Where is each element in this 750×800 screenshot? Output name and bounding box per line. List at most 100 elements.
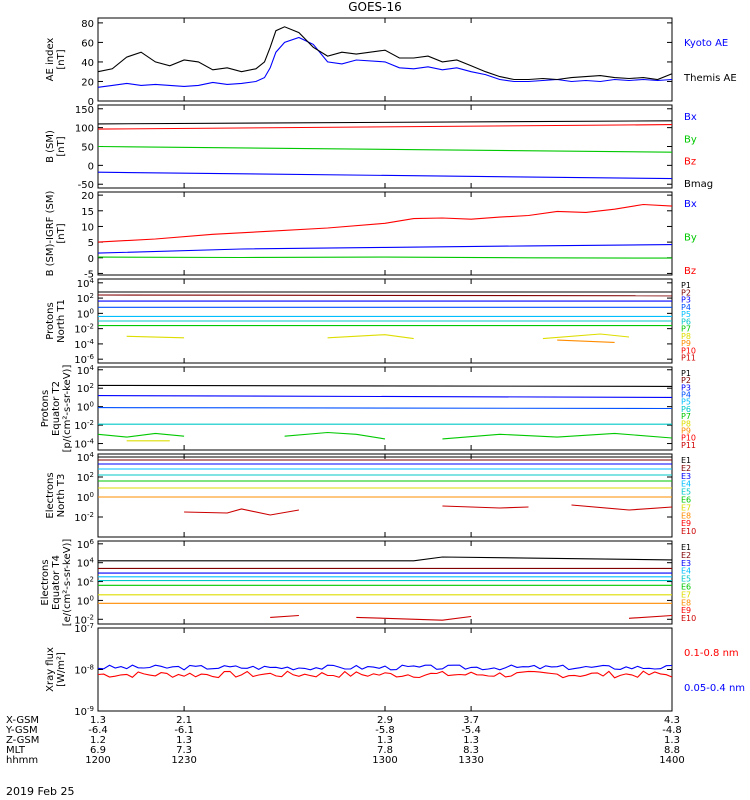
y-axis-label: Protons	[40, 390, 51, 427]
x-tick-label: -5.8	[375, 725, 395, 736]
page-title: GOES-16	[348, 0, 402, 14]
y-tick-label: 50	[81, 143, 94, 154]
y-tick-label: 100	[75, 124, 94, 135]
y-tick-label: 0	[88, 161, 94, 172]
y-tick-label: 100	[77, 307, 94, 320]
y-tick-label: 104	[77, 451, 95, 464]
x-tick-label: 1.3	[463, 735, 479, 746]
x-tick-label: 1.3	[664, 735, 680, 746]
series-line	[97, 244, 673, 254]
x-tick-label: 8.8	[664, 745, 680, 756]
legend-entry: P1	[681, 369, 691, 378]
legend-entry: P3	[681, 383, 691, 392]
x-tick-label: -4.8	[662, 725, 682, 736]
legend-entry: E2	[681, 551, 691, 560]
legend-entry: P11	[681, 354, 696, 363]
y-tick-label: 10-2	[74, 511, 94, 524]
legend-entry: E10	[681, 614, 696, 623]
legend-entry: 0.1-0.8 nm	[684, 648, 739, 659]
y-axis-label: B (SM)-IGRF (SM)	[45, 191, 56, 277]
x-tick-label: 1.3	[90, 715, 106, 726]
y-axis-label: Equator T4	[51, 555, 62, 610]
legend-entry: E1	[681, 456, 691, 465]
axis-row-label: hhmm	[6, 755, 38, 766]
y-axis-label: Electrons	[45, 472, 56, 518]
y-axis-label: Electrons	[40, 559, 51, 605]
legend-entry: P6	[681, 405, 691, 414]
x-tick-label: -6.4	[88, 725, 108, 736]
legend-entry: P9	[681, 426, 691, 435]
y-tick-label: 10-8	[74, 664, 94, 677]
legend-entry: P7	[681, 325, 691, 334]
legend-entry: P9	[681, 339, 691, 348]
series-line	[97, 256, 673, 259]
y-tick-label: 20	[81, 191, 94, 202]
y-tick-label: 104	[77, 277, 95, 290]
axis-row-label: X-GSM	[6, 715, 39, 726]
x-tick-label: 6.9	[90, 745, 106, 756]
y-tick-label: 0	[88, 254, 94, 265]
axis-row-label: Y-GSM	[5, 725, 38, 736]
series-line	[97, 395, 673, 398]
legend-entry: P5	[681, 398, 691, 407]
axis-row-label: MLT	[6, 745, 26, 756]
legend-entry: E6	[681, 496, 691, 505]
y-axis-label: [nT]	[56, 136, 67, 156]
legend-entry: P1	[681, 281, 691, 290]
series-line	[327, 334, 414, 340]
y-tick-label: 102	[77, 292, 94, 305]
series-line	[97, 407, 673, 410]
series-line	[442, 432, 673, 440]
x-tick-label: 4.3	[664, 715, 680, 726]
legend-entry: P10	[681, 346, 696, 355]
legend-entry: E2	[681, 464, 691, 473]
y-tick-label: 100	[77, 491, 94, 504]
series-line	[97, 145, 673, 153]
x-tick-label: 1.2	[90, 735, 106, 746]
x-tick-label: 1200	[85, 755, 110, 766]
y-axis-label: North T1	[56, 299, 67, 343]
axis-row-label: Z-GSM	[6, 735, 39, 746]
legend-entry: P3	[681, 296, 691, 305]
legend-entry: Bmag	[684, 179, 713, 190]
legend-entry: E5	[681, 575, 691, 584]
y-tick-label: 10	[81, 222, 94, 233]
series-line	[98, 556, 673, 562]
y-tick-label: 10-4	[74, 338, 94, 351]
series-line	[97, 203, 673, 243]
legend-entry: P5	[681, 310, 691, 319]
series-line	[557, 339, 615, 343]
x-tick-label: 2.1	[176, 715, 192, 726]
legend-entry: E1	[681, 543, 691, 552]
series-line	[184, 508, 299, 516]
y-axis-label: [e/(cm²-s-sr-keV)]	[62, 539, 73, 627]
legend-entry: E7	[681, 590, 691, 599]
legend-entry: P8	[681, 332, 691, 341]
legend-entry: Bz	[684, 157, 696, 168]
y-axis-label: Protons	[45, 302, 56, 339]
y-tick-label: 60	[81, 38, 94, 49]
y-axis-label: AE index	[45, 38, 56, 82]
legend-entry: Bx	[684, 199, 697, 210]
series-line	[126, 335, 185, 339]
legend-entry: P11	[681, 441, 696, 450]
legend-entry: P4	[681, 391, 691, 400]
y-axis-label: B (SM)	[45, 130, 56, 163]
x-tick-label: 1400	[659, 755, 684, 766]
series-line	[97, 384, 673, 387]
y-tick-label: 10-2	[74, 323, 94, 336]
y-tick-label: 20	[81, 77, 94, 88]
y-tick-label: 10-2	[74, 419, 94, 432]
legend-entry: P7	[681, 412, 691, 421]
legend-entry: Bz	[684, 266, 696, 277]
legend-entry: E5	[681, 488, 691, 497]
y-tick-label: 5	[88, 238, 94, 249]
x-tick-label: 2.9	[377, 715, 393, 726]
series-line	[97, 432, 185, 438]
series-line	[97, 120, 673, 125]
series-line	[542, 333, 630, 340]
legend-entry: By	[684, 134, 697, 145]
panel-frame	[97, 540, 673, 625]
y-tick-label: 102	[77, 576, 94, 589]
x-tick-label: 8.3	[463, 745, 479, 756]
